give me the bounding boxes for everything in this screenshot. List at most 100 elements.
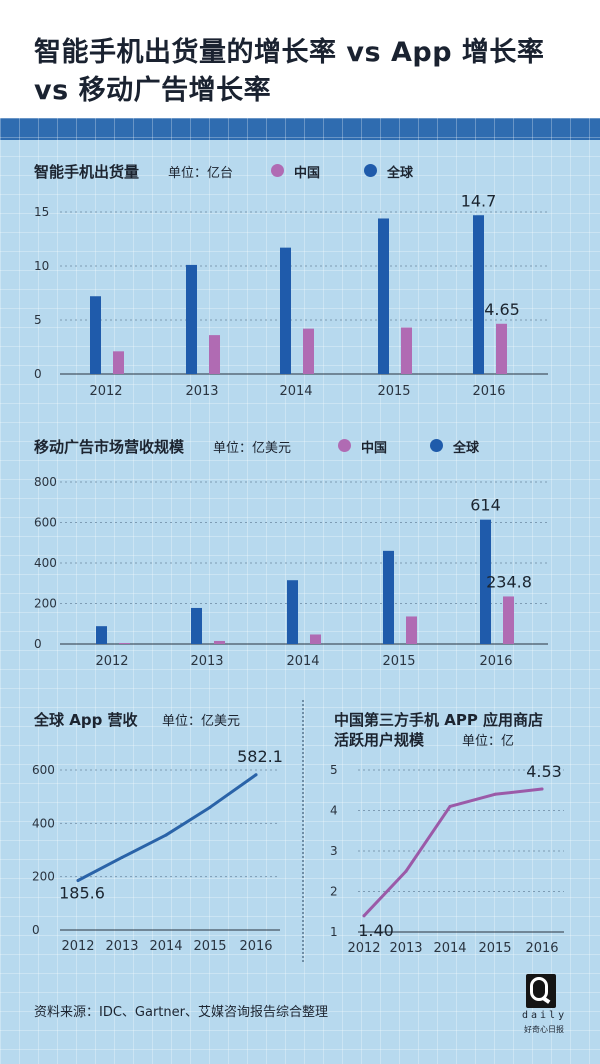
data-label: 14.7 <box>461 191 497 210</box>
y-tick-label: 5 <box>330 763 338 777</box>
x-tick-label: 2012 <box>347 941 380 956</box>
ads-unit-label: 单位：亿美元 <box>213 441 292 456</box>
shipments-legend-global-label: 全球 <box>387 166 414 181</box>
y-tick-label: 1 <box>330 925 338 939</box>
data-label: 4.65 <box>484 300 520 319</box>
data-label: 614 <box>470 496 501 515</box>
shipments-legend-china-label: 中国 <box>294 166 321 181</box>
app-revenue-chart-title: 全球 App 营收 <box>34 711 138 729</box>
data-label: 582.1 <box>237 747 283 766</box>
y-tick-label: 600 <box>34 516 57 530</box>
y-tick-label: 400 <box>34 556 57 570</box>
app-store-line-chart: 1 2 3 4 5 2012 2013 2014 2015 2016 1.40 4.53 <box>330 762 564 956</box>
bar-china <box>406 616 417 644</box>
ads-legend-china-swatch <box>338 439 351 452</box>
bar-china <box>401 327 412 374</box>
x-tick-label: 2012 <box>95 654 128 669</box>
x-tick-label: 2013 <box>185 384 218 399</box>
y-tick-label: 200 <box>32 870 55 884</box>
bar-global <box>480 519 491 644</box>
series-point <box>120 855 124 859</box>
x-tick-label: 2015 <box>382 654 415 669</box>
series-point <box>164 833 168 837</box>
ads-chart-title: 移动广告市场营收规模 <box>34 438 185 456</box>
bar-global <box>473 215 484 374</box>
x-tick-label: 2016 <box>525 941 558 956</box>
header-band <box>0 118 600 140</box>
bar-global <box>96 626 107 644</box>
y-tick-label: 5 <box>34 313 42 327</box>
ads-legend-china-label: 中国 <box>361 441 388 456</box>
bar-global <box>186 264 197 374</box>
panel-divider <box>302 700 304 962</box>
page-title-line-1: 智能手机出货量的增长率 vs App 增长率 <box>34 37 545 68</box>
bar-global <box>90 296 101 374</box>
y-tick-label: 0 <box>32 923 40 937</box>
y-tick-label: 400 <box>32 816 55 830</box>
source-note: 资料来源：IDC、Gartner、艾媒咨询报告综合整理 <box>34 1005 328 1020</box>
series-point <box>208 805 212 809</box>
x-tick-label: 2016 <box>472 384 505 399</box>
data-label: 234.8 <box>486 572 532 591</box>
y-tick-label: 2 <box>330 885 338 899</box>
series-point <box>540 787 544 791</box>
x-tick-label: 2016 <box>479 654 512 669</box>
series-point <box>254 773 258 777</box>
page-title-line-2: vs 移动广告增长率 <box>34 75 272 106</box>
x-tick-label: 2014 <box>433 941 466 956</box>
y-tick-label: 10 <box>34 259 49 273</box>
x-tick-label: 2013 <box>105 939 138 954</box>
bar-china <box>310 634 321 644</box>
data-label: 1.40 <box>358 921 394 940</box>
bar-global <box>383 550 394 644</box>
x-tick-label: 2014 <box>286 654 319 669</box>
y-tick-label: 0 <box>34 637 42 651</box>
x-tick-label: 2015 <box>478 941 511 956</box>
shipments-chart-title: 智能手机出货量 <box>34 163 140 181</box>
bar-global <box>287 580 298 644</box>
series-line <box>76 773 258 883</box>
logo-wordmark: daily <box>522 1010 568 1021</box>
y-tick-label: 4 <box>330 804 338 818</box>
bar-china <box>119 642 130 644</box>
x-tick-label: 2013 <box>389 941 422 956</box>
app-revenue-unit-label: 单位：亿美元 <box>162 714 241 729</box>
x-tick-label: 2016 <box>239 939 272 954</box>
series-line <box>362 787 544 918</box>
shipments-bar-chart: 0 5 10 15 2012 2013 2014 2015 2016 14.7 4.65 <box>34 191 548 399</box>
app-revenue-line-chart: 0 200 400 600 2012 2013 2014 2015 2016 185.6 582.1 <box>32 747 283 954</box>
data-label: 185.6 <box>59 884 105 903</box>
x-tick-label: 2014 <box>149 939 182 954</box>
bar-china <box>303 328 314 374</box>
logo-subtitle: 好奇心日报 <box>524 1025 564 1034</box>
data-label: 4.53 <box>526 762 562 781</box>
y-tick-label: 200 <box>34 597 57 611</box>
y-tick-label: 3 <box>330 844 338 858</box>
x-tick-label: 2014 <box>279 384 312 399</box>
x-tick-label: 2012 <box>89 384 122 399</box>
shipments-unit-label: 单位：亿台 <box>168 166 234 181</box>
bar-china <box>496 323 507 374</box>
series-point <box>493 792 497 796</box>
x-tick-label: 2013 <box>190 654 223 669</box>
app-store-unit-label: 单位：亿 <box>462 734 515 749</box>
y-tick-label: 800 <box>34 475 57 489</box>
shipments-legend-global-swatch <box>364 164 377 177</box>
series-point <box>362 914 366 918</box>
app-store-chart-title-line-1: 中国第三方手机 APP 应用商店 <box>334 711 544 729</box>
series-point <box>448 804 452 808</box>
bar-china <box>503 596 514 644</box>
y-tick-label: 15 <box>34 205 49 219</box>
x-tick-label: 2015 <box>377 384 410 399</box>
bar-global <box>378 218 389 374</box>
x-tick-label: 2012 <box>61 939 94 954</box>
header: 智能手机出货量的增长率 vs App 增长率 vs 移动广告增长率 <box>0 0 600 118</box>
bar-china <box>113 351 124 374</box>
qdaily-logo-icon <box>526 974 556 1008</box>
app-store-chart-title-line-2: 活跃用户规模 <box>334 731 425 749</box>
y-tick-label: 600 <box>32 763 55 777</box>
bar-global <box>191 607 202 644</box>
bar-global <box>280 247 291 374</box>
x-tick-label: 2015 <box>193 939 226 954</box>
series-point <box>404 869 408 873</box>
